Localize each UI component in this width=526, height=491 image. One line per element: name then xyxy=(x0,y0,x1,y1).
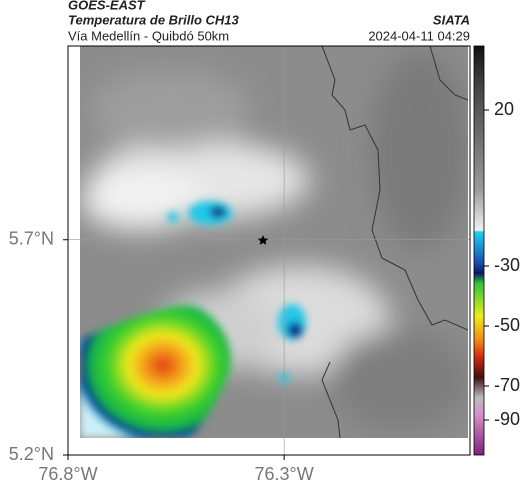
title: Temperatura de Brillo CH13 xyxy=(68,12,240,27)
source: GOES-EAST xyxy=(68,0,146,12)
datetime: 2024-04-11 04:29 xyxy=(368,28,470,43)
location-marker xyxy=(257,235,269,245)
colorbar-tick-label: 20 xyxy=(494,99,514,119)
subtitle: Vía Medellín - Quibdó 50km xyxy=(68,28,229,43)
satellite-image xyxy=(80,46,468,438)
x-tick-label: 76.3°W xyxy=(255,464,314,484)
y-tick-label: 5.7°N xyxy=(9,228,54,248)
y-tick-label: 5.2°N xyxy=(9,444,54,464)
colorbar xyxy=(473,45,485,456)
x-tick-label: 76.8°W xyxy=(38,464,97,484)
colorbar-tick-label: -90 xyxy=(494,409,520,429)
map-frame xyxy=(67,45,471,456)
colorbar-tick-label: -50 xyxy=(494,315,520,335)
colorbar-tick-label: -70 xyxy=(494,375,520,395)
colorbar-tick-label: -30 xyxy=(494,255,520,275)
brand: SIATA xyxy=(433,12,470,27)
